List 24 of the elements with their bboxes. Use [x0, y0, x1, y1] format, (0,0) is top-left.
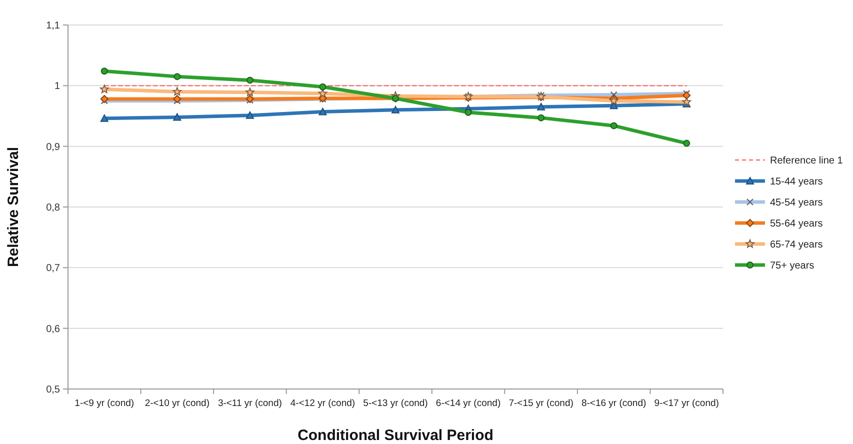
- x-tick-label: 2-<10 yr (cond): [144, 398, 210, 409]
- y-tick-label: 1,1: [46, 20, 60, 32]
- y-tick-label: 1: [54, 81, 60, 92]
- legend-label: 55-64 years: [770, 218, 823, 230]
- x-tick-label: 6-<14 yr (cond): [436, 398, 501, 409]
- legend-label: 75+ years: [770, 260, 814, 272]
- y-tick-label: 0,5: [46, 384, 60, 396]
- y-tick-label: 0,7: [46, 263, 60, 274]
- x-tick-label: 3-<11 yr (cond): [218, 398, 282, 409]
- y-tick-label: 0,6: [46, 324, 60, 335]
- y-tick-label: 0,9: [46, 142, 60, 153]
- legend-label: 65-74 years: [770, 240, 823, 250]
- x-tick-label: 9-<17 yr (cond): [654, 398, 719, 409]
- x-tick-label: 1-<9 yr (cond): [74, 398, 134, 409]
- y-tick-label: 0,8: [46, 202, 60, 214]
- legend-label: Reference line 1: [770, 156, 844, 166]
- x-tick-label: 5-<13 yr (cond): [363, 398, 428, 409]
- x-axis-title: Conditional Survival Period: [298, 427, 494, 444]
- legend-label: 45-54 years: [770, 198, 823, 208]
- x-tick-label: 8-<16 yr (cond): [581, 398, 646, 409]
- x-tick-label: 4-<12 yr (cond): [290, 398, 356, 409]
- y-axis-title: Relative Survival: [5, 146, 22, 268]
- x-tick-label: 7-<15 yr (cond): [508, 398, 574, 409]
- legend-label: 15-44 years: [770, 176, 823, 188]
